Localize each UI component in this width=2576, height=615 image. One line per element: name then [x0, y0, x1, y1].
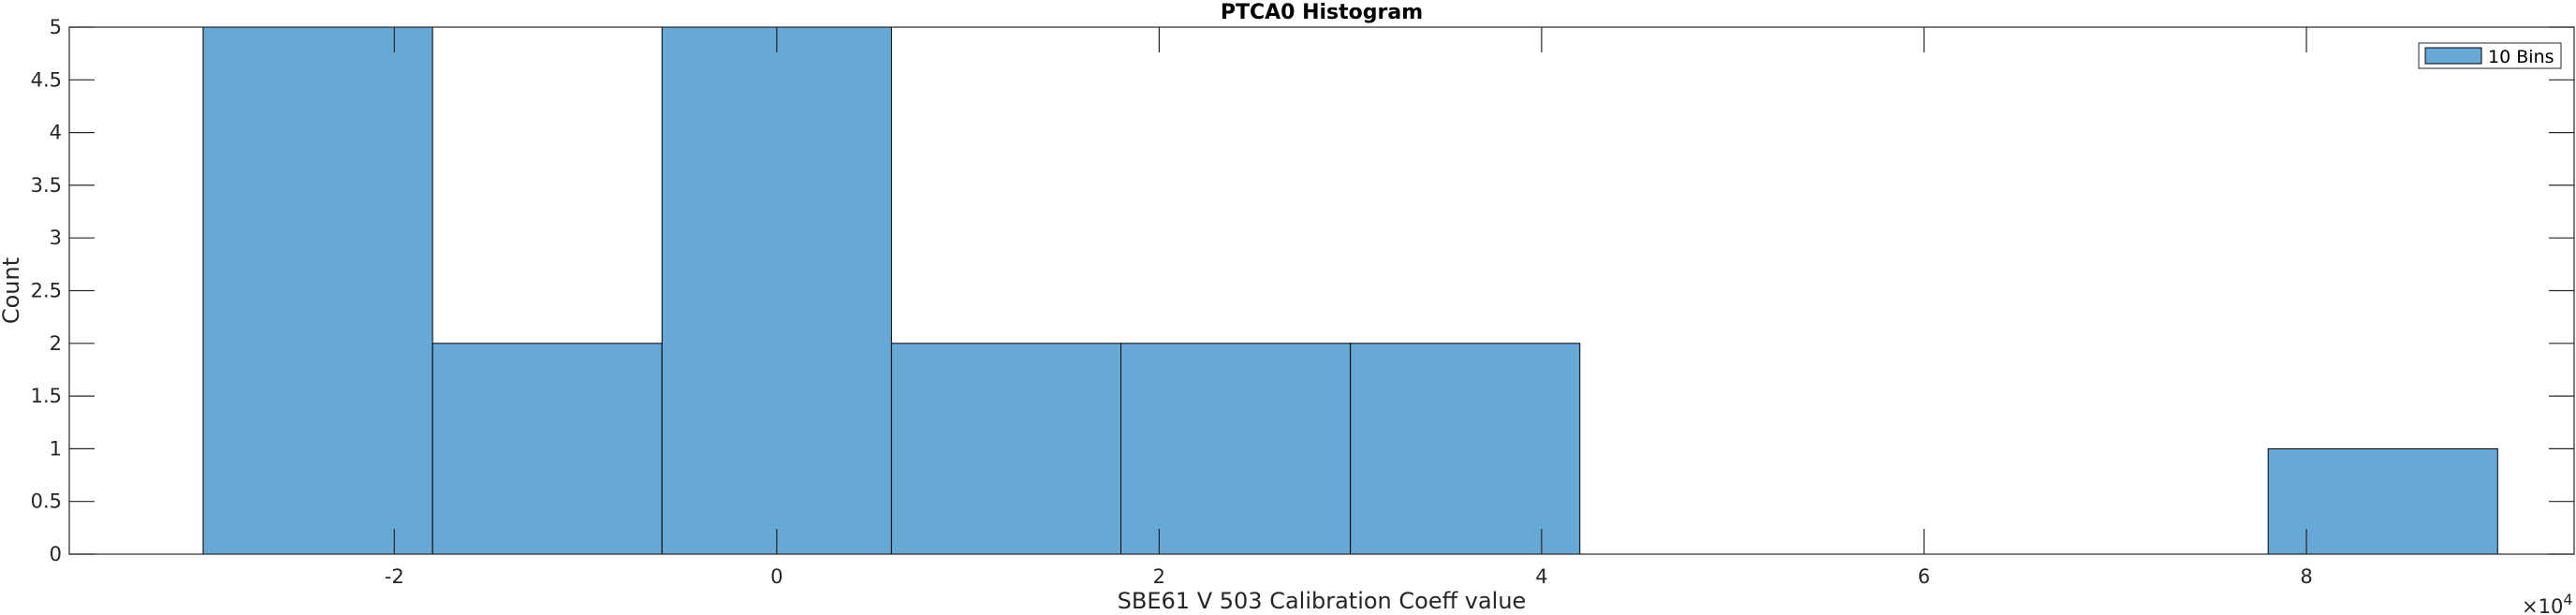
- y-tick-label: 1: [50, 437, 62, 460]
- histogram-bar: [432, 343, 663, 555]
- x-tick-label: 8: [2300, 565, 2312, 588]
- x-axis-exponent-power: 4: [2563, 591, 2572, 608]
- y-axis-label: Count: [0, 257, 24, 324]
- y-tick-label: 4.5: [31, 68, 62, 91]
- chart-title: PTCA0 Histogram: [1221, 1, 1423, 24]
- x-axis-label: SBE61 V 503 Calibration Coeff value: [1118, 588, 1527, 614]
- y-tick-label: 0: [50, 543, 62, 565]
- x-tick-label: 0: [770, 565, 783, 588]
- y-tick-label: 2.5: [31, 280, 62, 302]
- ticks-layer: [69, 26, 2574, 555]
- legend-label: 10 Bins: [2488, 47, 2554, 67]
- x-tick-label: 4: [1535, 565, 1547, 588]
- histogram-bar: [890, 343, 1122, 555]
- histogram-bar: [1350, 343, 1581, 555]
- x-tick-label: 6: [1918, 565, 1930, 588]
- legend: 10 Bins: [2418, 42, 2562, 69]
- bars-layer: [202, 26, 2498, 555]
- y-tick-label: 3.5: [31, 174, 62, 197]
- y-tick-label: 4: [50, 122, 62, 144]
- x-axis-exponent: ×104: [2522, 591, 2573, 615]
- histogram-bar: [2267, 447, 2498, 555]
- x-tick-label: -2: [385, 565, 404, 588]
- y-tick-label: 0.5: [31, 491, 62, 513]
- y-tick-label: 3: [50, 227, 62, 249]
- y-tick-label: 1.5: [31, 385, 62, 407]
- y-tick-label: 2: [50, 332, 62, 355]
- histogram-bar: [661, 26, 892, 555]
- histogram-bar: [202, 26, 433, 555]
- x-tick-label: 2: [1153, 565, 1165, 588]
- tick-labels-layer: -2 0 2 4 6 8 0 0.5 1 1.5 2 2.5 3 3.5 4 4.5 5: [31, 16, 2313, 588]
- y-tick-label: 5: [50, 16, 62, 38]
- x-axis-exponent-base: ×10: [2522, 595, 2563, 615]
- histogram-bar: [1120, 343, 1352, 555]
- legend-swatch: [2424, 47, 2482, 65]
